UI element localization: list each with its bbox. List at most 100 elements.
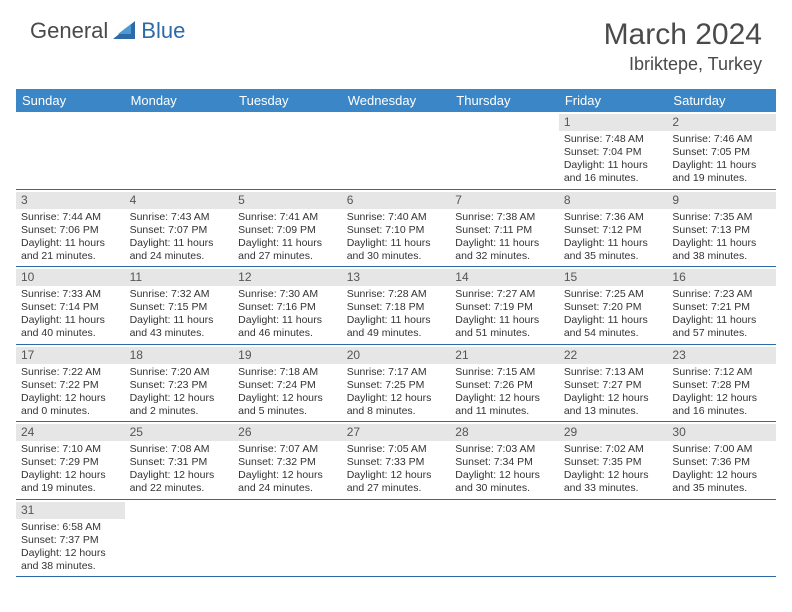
sunset-line: Sunset: 7:10 PM (347, 224, 446, 237)
calendar-day: 17 Sunrise: 7:22 AMSunset: 7:22 PMDayligh… (16, 345, 125, 422)
calendar-day (125, 500, 234, 577)
daylight-line: Daylight: 11 hours and 19 minutes. (672, 159, 771, 185)
daylight-line: Daylight: 12 hours and 27 minutes. (347, 469, 446, 495)
sunset-line: Sunset: 7:22 PM (21, 379, 120, 392)
sunrise-line: Sunrise: 7:38 AM (455, 211, 554, 224)
sunset-line: Sunset: 7:12 PM (564, 224, 663, 237)
calendar-day: 5Sunrise: 7:41 AMSunset: 7:09 PMDaylight… (233, 190, 342, 267)
day-number: 10 (16, 269, 125, 286)
logo: General Blue (30, 18, 185, 44)
daylight-line: Daylight: 11 hours and 43 minutes. (130, 314, 229, 340)
sunrise-line: Sunrise: 7:36 AM (564, 211, 663, 224)
daylight-line: Daylight: 12 hours and 0 minutes. (21, 392, 120, 418)
calendar-weeks: 1Sunrise: 7:48 AMSunset: 7:04 PMDaylight… (16, 112, 776, 577)
sunrise-line: Sunrise: 7:30 AM (238, 288, 337, 301)
day-number: 11 (125, 269, 234, 286)
daylight-line: Daylight: 11 hours and 49 minutes. (347, 314, 446, 340)
daylight-line: Daylight: 12 hours and 19 minutes. (21, 469, 120, 495)
day-number: 15 (559, 269, 668, 286)
sunrise-line: Sunrise: 7:40 AM (347, 211, 446, 224)
calendar-day: 31Sunrise: 6:58 AMSunset: 7:37 PMDayligh… (16, 500, 125, 577)
weekday-header: Sunday (16, 89, 125, 112)
sunset-line: Sunset: 7:13 PM (672, 224, 771, 237)
sunset-line: Sunset: 7:19 PM (455, 301, 554, 314)
calendar-day: 27 Sunrise: 7:05 AMSunset: 7:33 PMDayligh… (342, 422, 451, 499)
calendar-day (342, 500, 451, 577)
day-number: 26 (233, 424, 342, 441)
day-number: 13 (342, 269, 451, 286)
calendar-week: 31Sunrise: 6:58 AMSunset: 7:37 PMDayligh… (16, 500, 776, 578)
day-number: 31 (16, 502, 125, 519)
location: Ibriktepe, Turkey (604, 54, 762, 75)
sunset-line: Sunset: 7:32 PM (238, 456, 337, 469)
sunset-line: Sunset: 7:34 PM (455, 456, 554, 469)
sunrise-line: Sunrise: 7:22 AM (21, 366, 120, 379)
sunset-line: Sunset: 7:26 PM (455, 379, 554, 392)
sunrise-line: Sunrise: 7:46 AM (672, 133, 771, 146)
daylight-line: Daylight: 11 hours and 40 minutes. (21, 314, 120, 340)
sunrise-line: Sunrise: 7:05 AM (347, 443, 446, 456)
sunset-line: Sunset: 7:14 PM (21, 301, 120, 314)
calendar-day: 6Sunrise: 7:40 AMSunset: 7:10 PMDaylight… (342, 190, 451, 267)
calendar-day: 24Sunrise: 7:10 AMSunset: 7:29 PMDayligh… (16, 422, 125, 499)
daylight-line: Daylight: 11 hours and 27 minutes. (238, 237, 337, 263)
sunset-line: Sunset: 7:16 PM (238, 301, 337, 314)
sunrise-line: Sunrise: 7:32 AM (130, 288, 229, 301)
sunset-line: Sunset: 7:36 PM (672, 456, 771, 469)
sunset-line: Sunset: 7:04 PM (564, 146, 663, 159)
daylight-line: Daylight: 12 hours and 30 minutes. (455, 469, 554, 495)
sunset-line: Sunset: 7:37 PM (21, 534, 120, 547)
day-number: 5 (233, 192, 342, 209)
daylight-line: Daylight: 11 hours and 21 minutes. (21, 237, 120, 263)
weekday-header: Tuesday (233, 89, 342, 112)
calendar-day: 16Sunrise: 7:23 AMSunset: 7:21 PMDayligh… (667, 267, 776, 344)
sunset-line: Sunset: 7:21 PM (672, 301, 771, 314)
calendar-day: 10Sunrise: 7:33 AMSunset: 7:14 PMDayligh… (16, 267, 125, 344)
calendar-week: 10Sunrise: 7:33 AMSunset: 7:14 PMDayligh… (16, 267, 776, 345)
daylight-line: Daylight: 12 hours and 8 minutes. (347, 392, 446, 418)
daylight-line: Daylight: 12 hours and 13 minutes. (564, 392, 663, 418)
weekday-header: Saturday (667, 89, 776, 112)
calendar-day: 12Sunrise: 7:30 AMSunset: 7:16 PMDayligh… (233, 267, 342, 344)
sunset-line: Sunset: 7:24 PM (238, 379, 337, 392)
logo-text-2: Blue (141, 18, 185, 44)
sunrise-line: Sunrise: 7:20 AM (130, 366, 229, 379)
day-number: 21 (450, 347, 559, 364)
calendar-day: 3Sunrise: 7:44 AMSunset: 7:06 PMDaylight… (16, 190, 125, 267)
day-number: 27 (342, 424, 451, 441)
sunset-line: Sunset: 7:15 PM (130, 301, 229, 314)
sunrise-line: Sunrise: 7:15 AM (455, 366, 554, 379)
sunset-line: Sunset: 7:23 PM (130, 379, 229, 392)
day-number: 30 (667, 424, 776, 441)
day-number: 8 (559, 192, 668, 209)
calendar-day: 2 Sunrise: 7:46 AMSunset: 7:05 PMDaylight… (667, 112, 776, 189)
sunset-line: Sunset: 7:05 PM (672, 146, 771, 159)
day-number: 18 (125, 347, 234, 364)
calendar-day: 28Sunrise: 7:03 AMSunset: 7:34 PMDayligh… (450, 422, 559, 499)
calendar-day: 15Sunrise: 7:25 AMSunset: 7:20 PMDayligh… (559, 267, 668, 344)
day-number: 9 (667, 192, 776, 209)
day-number: 16 (667, 269, 776, 286)
day-number: 29 (559, 424, 668, 441)
daylight-line: Daylight: 12 hours and 2 minutes. (130, 392, 229, 418)
sunrise-line: Sunrise: 7:02 AM (564, 443, 663, 456)
day-number: 1 (559, 114, 668, 131)
calendar-day: 13Sunrise: 7:28 AMSunset: 7:18 PMDayligh… (342, 267, 451, 344)
calendar-day: 23Sunrise: 7:12 AMSunset: 7:28 PMDayligh… (667, 345, 776, 422)
sunset-line: Sunset: 7:27 PM (564, 379, 663, 392)
sunset-line: Sunset: 7:06 PM (21, 224, 120, 237)
day-number: 17 (16, 347, 125, 364)
day-number: 22 (559, 347, 668, 364)
title-block: March 2024 Ibriktepe, Turkey (604, 18, 762, 75)
day-number: 28 (450, 424, 559, 441)
day-number: 2 (667, 114, 776, 131)
calendar-day: 21Sunrise: 7:15 AMSunset: 7:26 PMDayligh… (450, 345, 559, 422)
daylight-line: Daylight: 12 hours and 35 minutes. (672, 469, 771, 495)
header: General Blue March 2024 Ibriktepe, Turke… (0, 0, 792, 83)
calendar-day (16, 112, 125, 189)
calendar-day (233, 112, 342, 189)
sunset-line: Sunset: 7:33 PM (347, 456, 446, 469)
daylight-line: Daylight: 11 hours and 35 minutes. (564, 237, 663, 263)
sunrise-line: Sunrise: 7:28 AM (347, 288, 446, 301)
sunset-line: Sunset: 7:11 PM (455, 224, 554, 237)
